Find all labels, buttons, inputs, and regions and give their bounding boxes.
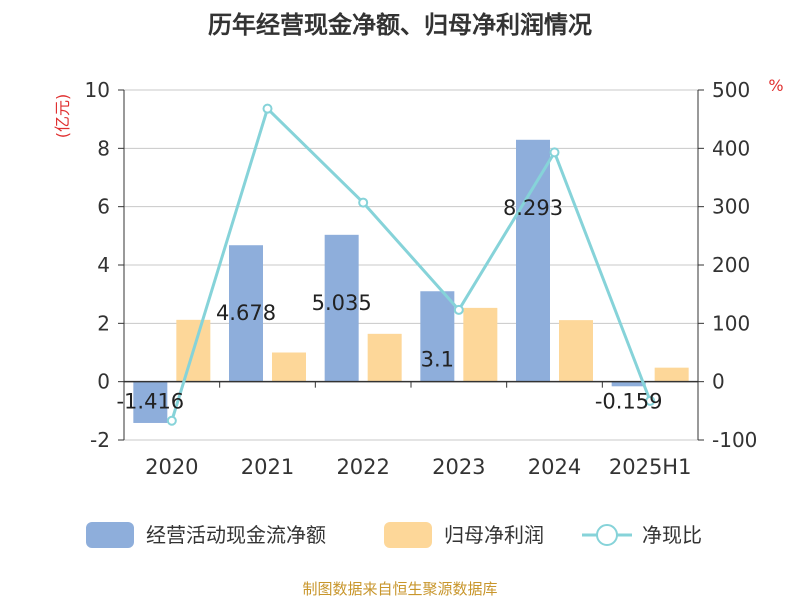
x-tick-label: 2024 <box>528 455 581 479</box>
x-tick-label: 2022 <box>336 455 389 479</box>
bar-profit <box>559 320 593 382</box>
x-tick-label: 2020 <box>145 455 198 479</box>
ratio-point <box>549 147 560 158</box>
y-right-tick-label: 100 <box>712 311 750 335</box>
bar-cashflow <box>133 381 168 423</box>
y-left-tick-label: 10 <box>85 78 110 102</box>
bar-cashflow <box>420 291 455 382</box>
y-left-tick-label: -2 <box>90 428 110 452</box>
y-left-tick-label: 6 <box>97 195 110 219</box>
ratio-point <box>262 103 273 114</box>
data-label-cashflow: 5.035 <box>312 291 372 315</box>
bar-profit <box>367 333 402 382</box>
data-label-cashflow: 3.1 <box>421 347 454 371</box>
data-label-cashflow: 4.678 <box>216 301 276 325</box>
y-left-tick-label: 2 <box>97 311 110 335</box>
bar-profit <box>654 367 689 382</box>
data-label-cashflow: -1.416 <box>116 390 184 414</box>
y-left-tick-label: 8 <box>97 136 110 160</box>
data-label-cashflow: 8.293 <box>503 196 563 220</box>
bar-group <box>133 139 689 423</box>
legend-label-profit: 归母净利润 <box>444 523 544 547</box>
legend-label-cashflow: 经营活动现金流净额 <box>146 523 326 547</box>
bar-profit <box>463 307 498 382</box>
ratio-line <box>166 103 656 426</box>
axes: -2 0 2 4 6 8 10 -100 0 100 200 300 400 500 2020 2021 202… <box>85 78 758 479</box>
legend-marker-ratio <box>596 524 618 546</box>
ratio-point <box>166 415 177 426</box>
y-right-tick-label: 400 <box>712 136 750 160</box>
ratio-point <box>453 304 464 315</box>
y-right-tick-label: 300 <box>712 195 750 219</box>
bar-profit <box>272 352 306 382</box>
legend-swatch-cashflow <box>86 522 134 548</box>
y-left-label: (亿元) <box>53 94 72 139</box>
x-tick-label: 2023 <box>432 455 485 479</box>
legend-swatch-profit <box>384 522 432 548</box>
y-left-tick-label: 4 <box>97 253 110 277</box>
chart-title: 历年经营现金净额、归母净利润情况 <box>208 11 592 39</box>
ratio-polyline <box>170 107 652 422</box>
bar-cashflow <box>324 234 359 382</box>
y-right-tick-label: 0 <box>712 370 725 394</box>
y-right-tick-label: -100 <box>712 428 757 452</box>
legend-label-ratio: 净现比 <box>642 523 702 547</box>
source-note: 制图数据来自恒生聚源数据库 <box>302 580 497 598</box>
legend: 经营活动现金流净额 归母净利润 净现比 <box>86 522 702 548</box>
bar-cashflow <box>229 245 263 382</box>
bar-cashflow <box>611 381 646 387</box>
y-right-label: % <box>768 76 783 95</box>
data-labels: -1.416 4.678 5.035 3.1 8.293 -0.159 <box>116 196 662 414</box>
ratio-point <box>645 395 656 406</box>
y-right-tick-label: 500 <box>712 78 750 102</box>
y-left-tick-label: 0 <box>97 370 110 394</box>
ratio-point <box>358 197 369 208</box>
data-label-cashflow: -0.159 <box>595 390 663 414</box>
bar-cashflow <box>516 139 550 382</box>
x-tick-label: 2021 <box>241 455 294 479</box>
x-tick-label: 2025H1 <box>609 455 692 479</box>
y-right-tick-label: 200 <box>712 253 750 277</box>
